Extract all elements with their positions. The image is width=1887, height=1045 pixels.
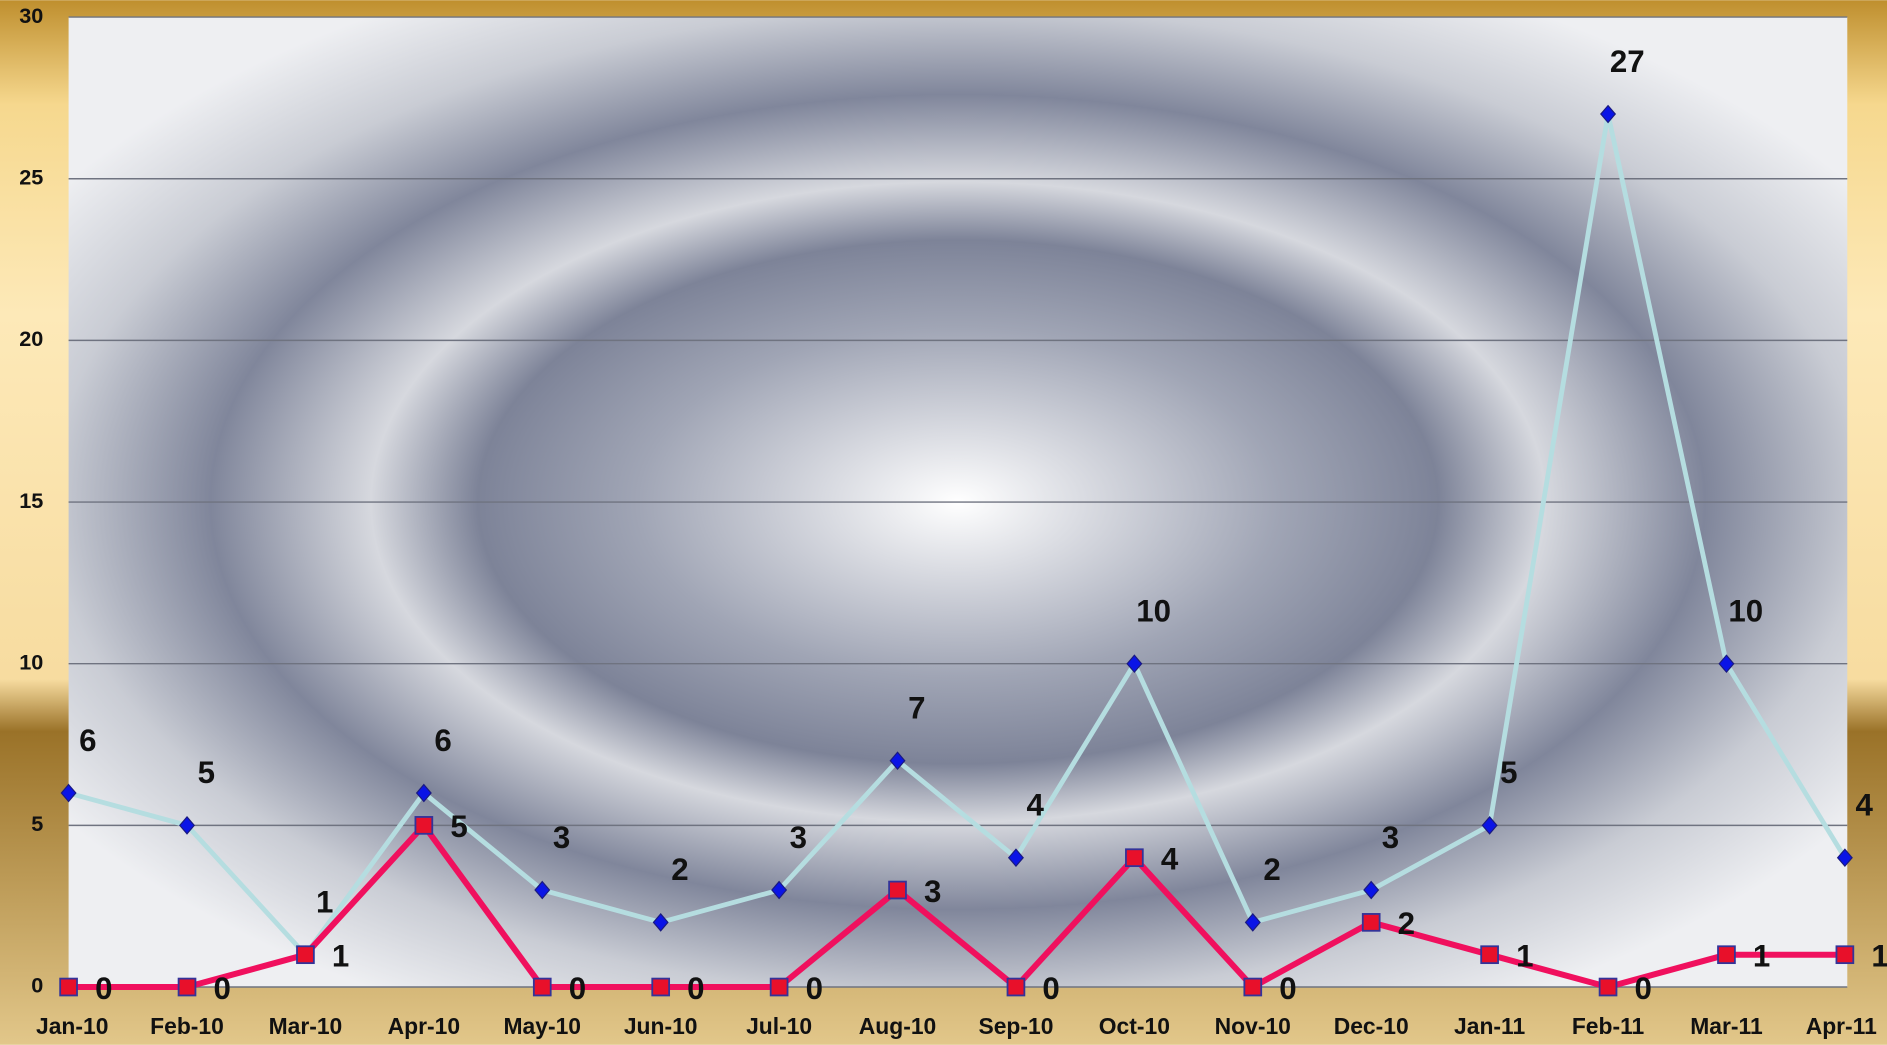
marker <box>771 880 788 900</box>
data-label: 2 <box>671 852 688 887</box>
data-label: 3 <box>790 820 807 855</box>
marker <box>888 880 907 900</box>
marker <box>1244 913 1261 932</box>
marker <box>769 977 789 997</box>
series-line <box>68 822 1845 991</box>
x-tick-label: Dec-10 <box>1334 1013 1409 1039</box>
marker <box>1243 977 1263 997</box>
y-tick-label: 5 <box>31 811 43 836</box>
x-tick-label: Aug-10 <box>859 1013 936 1039</box>
data-label: 1 <box>316 884 333 919</box>
x-tick-label: Jan-11 <box>1454 1013 1525 1039</box>
x-tick-label: Nov-10 <box>1215 1013 1291 1039</box>
x-tick-label: Feb-10 <box>150 1013 224 1039</box>
x-tick-label: Feb-11 <box>1572 1013 1645 1039</box>
data-label: 0 <box>95 971 112 1006</box>
data-label: 0 <box>213 971 230 1006</box>
marker <box>414 816 434 835</box>
data-label: 1 <box>1753 939 1770 974</box>
data-label: 5 <box>198 755 215 790</box>
marker <box>1718 654 1735 674</box>
x-tick-label: Oct-10 <box>1099 1013 1170 1039</box>
data-label: 2 <box>1263 852 1280 887</box>
marker <box>652 913 669 932</box>
x-tick-label: Jan-10 <box>36 1013 108 1039</box>
data-label: 0 <box>1635 971 1652 1006</box>
marker <box>1598 977 1618 997</box>
x-tick-label: Apr-10 <box>388 1013 460 1039</box>
y-tick-label: 30 <box>19 3 43 28</box>
marker <box>1125 848 1144 868</box>
data-label: 0 <box>1279 971 1296 1006</box>
data-label: 6 <box>434 723 451 758</box>
marker <box>889 751 906 771</box>
y-tick-label: 20 <box>19 326 43 351</box>
marker <box>59 977 78 997</box>
data-label: 10 <box>1728 593 1763 628</box>
data-label: 6 <box>79 723 96 758</box>
y-tick-label: 0 <box>31 973 43 998</box>
x-tick-label: Mar-10 <box>269 1013 343 1039</box>
marker <box>1836 848 1853 868</box>
marker <box>1361 913 1381 932</box>
data-label: 5 <box>450 809 467 844</box>
y-tick-label: 10 <box>19 649 43 674</box>
marker <box>60 783 77 803</box>
marker <box>296 945 315 965</box>
x-tick-label: May-10 <box>504 1013 582 1039</box>
data-label: 0 <box>806 971 823 1006</box>
y-tick-label: 25 <box>19 164 43 189</box>
data-label: 2 <box>1398 906 1415 941</box>
data-label: 4 <box>1161 842 1179 877</box>
data-label: 7 <box>908 690 925 725</box>
data-label: 0 <box>687 971 704 1006</box>
series-line <box>67 111 1847 958</box>
data-label: 1 <box>1871 939 1887 974</box>
data-label: 3 <box>553 820 570 855</box>
x-tick-label: Mar-11 <box>1690 1013 1763 1039</box>
data-label: 1 <box>1516 939 1533 974</box>
y-tick-label: 15 <box>19 488 43 513</box>
data-label: 3 <box>1382 820 1399 855</box>
data-label: 1 <box>332 939 349 974</box>
data-label: 4 <box>1855 787 1873 822</box>
data-label: 0 <box>1042 971 1059 1006</box>
x-tick-label: Sep-10 <box>978 1013 1053 1039</box>
marker <box>1363 880 1380 900</box>
marker <box>1835 945 1855 965</box>
data-label: 3 <box>924 874 941 909</box>
x-tick-label: Jul-10 <box>746 1013 812 1039</box>
marker <box>1600 104 1617 124</box>
marker <box>534 880 551 900</box>
marker <box>1480 945 1499 965</box>
data-label: 4 <box>1027 787 1045 822</box>
marker <box>1481 816 1498 835</box>
marker <box>651 977 671 997</box>
data-label: 5 <box>1500 755 1517 790</box>
marker <box>1006 977 1026 997</box>
marker <box>1126 654 1143 674</box>
x-tick-label: Apr-11 <box>1806 1013 1877 1039</box>
marker <box>532 977 552 997</box>
marker <box>415 783 432 803</box>
x-tick-label: Jun-10 <box>624 1013 698 1039</box>
data-label: 0 <box>569 971 586 1006</box>
data-label: 10 <box>1136 593 1171 628</box>
marker <box>1717 945 1736 965</box>
marker <box>1007 848 1024 868</box>
marker <box>179 816 196 835</box>
marker <box>177 977 197 997</box>
data-label: 27 <box>1610 44 1645 79</box>
